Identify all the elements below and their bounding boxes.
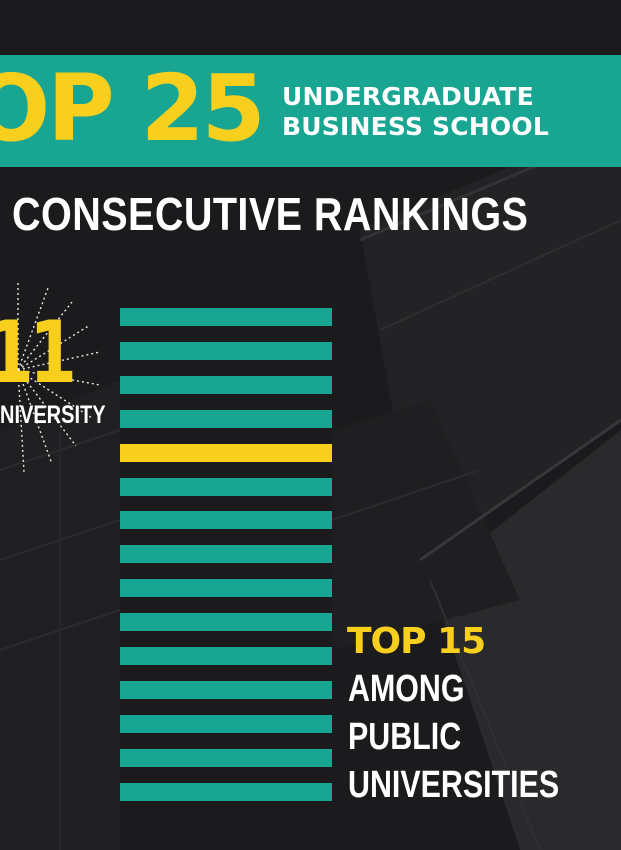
ranking-bar [120, 748, 332, 767]
section-heading: CONSECUTIVE RANKINGS [12, 188, 529, 240]
ranking-bar [120, 714, 332, 733]
ranking-bar [120, 782, 332, 801]
callout-headline: TOP 15 [347, 621, 486, 662]
ranking-bar-highlighted [120, 443, 332, 462]
ranking-bar [120, 680, 332, 699]
ranking-bar [120, 308, 332, 326]
ranking-bar [120, 341, 332, 360]
badge-label: NIVERSITY [0, 401, 106, 429]
banner-rank-text: OP 25 [0, 55, 266, 162]
callout-line-2: PUBLIC [348, 716, 462, 758]
burst-rays-icon [17, 282, 101, 473]
callout-line-3: UNIVERSITIES [348, 764, 560, 806]
top-banner: OP 25 UNDERGRADUATE BUSINESS SCHOOL [0, 55, 621, 167]
ranking-bar [120, 409, 332, 428]
ranking-bar [120, 375, 332, 394]
ranking-bar [120, 613, 332, 632]
banner-line-1: UNDERGRADUATE [282, 82, 534, 111]
ranking-bar [120, 647, 332, 665]
banner-line-2: BUSINESS SCHOOL [282, 112, 549, 141]
badge-number: 11 [0, 303, 77, 403]
ranking-bar [120, 511, 332, 530]
ranking-bar [120, 579, 332, 598]
ranking-bar [120, 477, 332, 496]
callout-line-1: AMONG [348, 668, 465, 710]
rankings-bars [120, 308, 332, 803]
ranking-bar [120, 545, 332, 564]
